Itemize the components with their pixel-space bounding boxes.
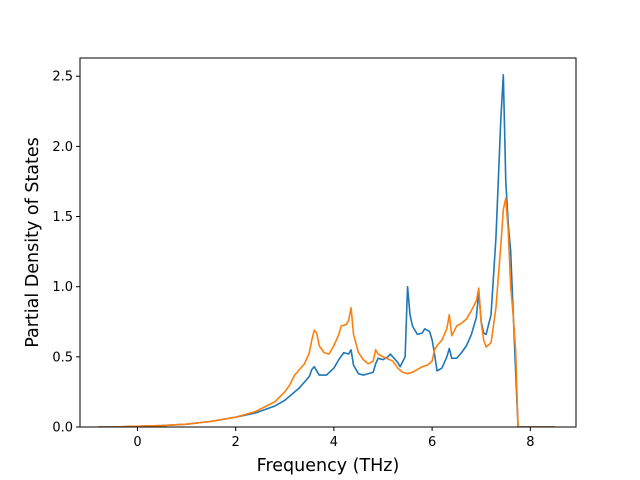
x-axis-label: Frequency (THz) <box>257 456 400 476</box>
axis-ticks: 0 2 4 6 8 0.0 0.5 1.0 1.5 2.0 2.5 <box>52 70 534 450</box>
y-tick-label: 2.5 <box>52 70 73 85</box>
series-line-1 <box>98 74 555 427</box>
y-tick-label: 1.5 <box>52 210 73 225</box>
y-tick-label: 2.0 <box>52 140 73 155</box>
x-tick-label: 8 <box>526 435 534 450</box>
y-tick-label: 1.0 <box>52 280 73 295</box>
axes-frame <box>79 57 577 428</box>
x-tick-label: 2 <box>232 435 240 450</box>
plot-area <box>98 74 555 427</box>
y-tick-label: 0.0 <box>52 421 73 436</box>
y-axis-label: Partial Density of States <box>23 137 43 348</box>
x-tick-label: 0 <box>133 435 141 450</box>
y-tick-label: 0.5 <box>52 350 73 365</box>
x-tick-label: 4 <box>330 435 338 450</box>
x-tick-label: 6 <box>428 435 436 450</box>
series-line-2 <box>98 197 555 427</box>
